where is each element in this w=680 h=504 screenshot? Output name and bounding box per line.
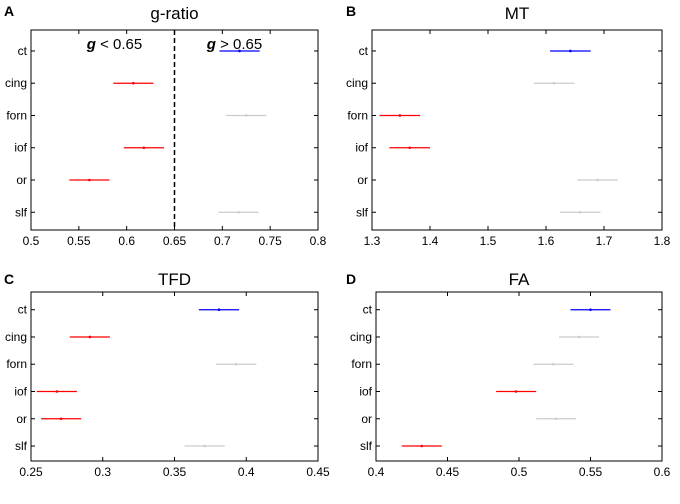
category-label: cing: [5, 76, 27, 90]
category-label: cing: [346, 76, 368, 90]
x-tick-label: 0.65: [163, 234, 187, 248]
x-tick-label: 0.4: [238, 465, 255, 479]
category-label: forn: [6, 357, 27, 371]
mean-marker-ct: [589, 308, 592, 312]
plot-frame: [371, 29, 663, 231]
category-label: cing: [5, 330, 27, 344]
mean-marker-ct: [569, 49, 572, 53]
category-label: cing: [350, 330, 372, 344]
mean-marker-forn: [552, 362, 555, 366]
annotation-left: g < 0.65: [86, 36, 142, 53]
panel-title: FA: [509, 270, 530, 289]
mean-marker-slf: [578, 210, 582, 214]
category-label: forn: [6, 108, 27, 122]
category-label: or: [361, 412, 372, 426]
x-tick-label: 1.3: [364, 234, 381, 248]
category-label: slf: [15, 205, 28, 219]
mean-marker-iof: [55, 390, 59, 393]
mean-marker-cing: [132, 81, 135, 85]
panel-title: MT: [505, 4, 530, 23]
x-tick-label: 0.35: [163, 465, 187, 479]
category-label: iof: [14, 384, 27, 398]
category-label: iof: [14, 141, 27, 155]
category-label: iof: [355, 141, 368, 155]
category-label: slf: [356, 205, 369, 219]
category-label: slf: [15, 439, 28, 453]
annotation-symbol: g: [86, 36, 96, 53]
mean-marker-iof: [142, 146, 146, 150]
x-tick-label: 1.8: [654, 234, 671, 248]
x-tick-label: 0.6: [118, 234, 135, 248]
annotation-right: g > 0.65: [206, 36, 262, 53]
annotation-text: > 0.65: [216, 36, 262, 53]
x-tick-label: 0.5: [511, 465, 528, 479]
panel-letter: A: [4, 3, 14, 19]
x-tick-label: 0.55: [67, 234, 91, 248]
mean-marker-or: [596, 178, 599, 182]
x-tick-label: 0.45: [306, 465, 330, 479]
x-tick-label: 0.7: [214, 234, 231, 248]
mean-marker-or: [59, 417, 63, 421]
category-label: forn: [351, 357, 372, 371]
x-tick-label: 0.55: [579, 465, 603, 479]
panel-letter: C: [4, 271, 14, 287]
mean-marker-cing: [552, 81, 556, 85]
mean-marker-ct: [238, 49, 241, 53]
x-tick-label: 0.45: [436, 465, 460, 479]
panel-title: g-ratio: [150, 4, 198, 23]
x-tick-label: 1.6: [538, 234, 555, 248]
panel-b: B MT 1.3 1.4 1.5 1.6 1.7 1.8 ct cing forn iof or slf: [346, 3, 671, 248]
panel-title: TFD: [158, 270, 191, 289]
mean-marker-slf: [203, 444, 206, 448]
x-tick-label: 0.75: [258, 234, 282, 248]
annotation-text: < 0.65: [96, 36, 142, 53]
mean-marker-ct: [217, 308, 221, 312]
mean-marker-cing: [88, 335, 92, 339]
plot-frame: [375, 291, 663, 462]
panel-c: C TFD 0.25 0.3 0.35 0.4 0.45 ct cing forn iof or slf: [4, 270, 330, 479]
category-label: or: [16, 173, 27, 187]
mean-marker-or: [88, 178, 91, 182]
panel-d: D FA 0.4 0.45 0.5 0.55 0.6 ct cing forn iof or slf: [346, 270, 671, 479]
category-label: or: [16, 412, 27, 426]
panel-letter: D: [346, 271, 356, 287]
category-label: ct: [18, 303, 28, 317]
x-tick-label: 1.4: [422, 234, 439, 248]
category-label: or: [357, 173, 368, 187]
mean-marker-slf: [420, 444, 424, 448]
annotation-symbol: g: [206, 36, 216, 53]
plot-frame: [30, 291, 319, 462]
category-label: slf: [360, 439, 373, 453]
category-label: forn: [347, 108, 368, 122]
mean-marker-iof: [408, 146, 412, 150]
mean-marker-iof: [514, 390, 518, 393]
category-label: ct: [18, 44, 28, 58]
x-tick-label: 0.5: [23, 234, 40, 248]
x-tick-label: 1.5: [480, 234, 497, 248]
category-label: iof: [359, 384, 372, 398]
category-label: ct: [363, 303, 373, 317]
x-tick-label: 0.6: [654, 465, 671, 479]
x-tick-label: 0.4: [368, 465, 385, 479]
x-tick-label: 0.8: [310, 234, 327, 248]
mean-marker-cing: [577, 335, 581, 339]
x-tick-label: 0.3: [94, 465, 111, 479]
mean-marker-forn: [398, 114, 402, 117]
category-label: ct: [359, 44, 369, 58]
mean-marker-slf: [237, 210, 240, 214]
mean-marker-or: [554, 417, 558, 421]
x-tick-label: 0.25: [19, 465, 43, 479]
mean-marker-forn: [244, 114, 248, 117]
panel-letter: B: [346, 3, 356, 19]
mean-marker-forn: [234, 362, 238, 366]
x-tick-label: 1.7: [596, 234, 613, 248]
